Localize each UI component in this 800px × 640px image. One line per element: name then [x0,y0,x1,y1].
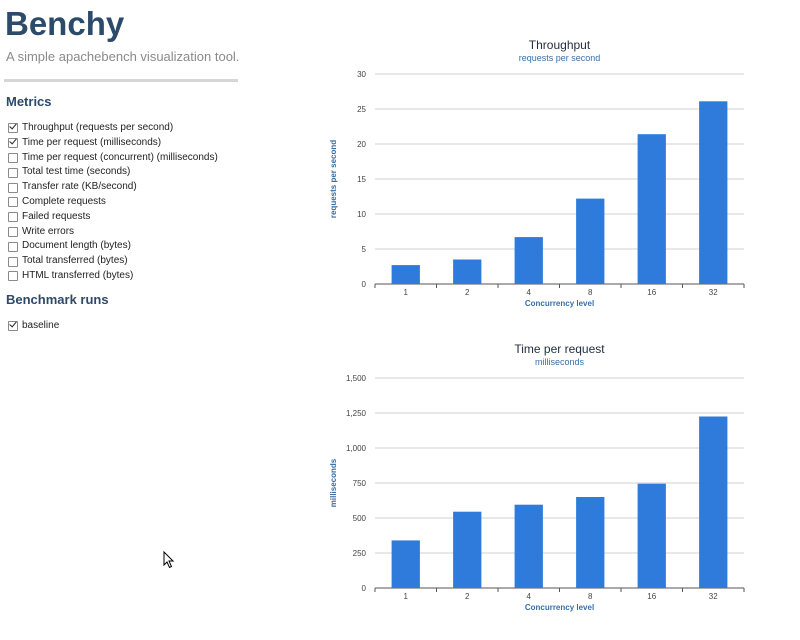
bar[interactable] [514,237,543,284]
checkbox[interactable] [8,256,18,267]
chart-subtitle: requests per second [519,53,601,63]
checkbox[interactable] [8,167,18,178]
y-tick-label: 5 [362,245,367,254]
bar[interactable] [637,483,666,588]
throughput-chart: Throughput requests per second 0 5 10 15 20 25 3… [320,36,770,326]
x-tick-label: 2 [465,288,470,297]
checkbox[interactable] [8,152,18,163]
bar[interactable] [699,416,728,589]
y-axis-label: requests per second [329,140,338,218]
bar[interactable] [453,511,482,588]
y-tick-label: 1,500 [346,374,367,383]
chart-subtitle: milliseconds [535,357,585,367]
y-tick-label: 500 [353,514,367,523]
x-tick-label: 32 [709,288,718,297]
y-tick-label: 1,000 [346,444,367,453]
metric-item[interactable]: Total test time (seconds) [8,165,218,180]
metric-item[interactable]: Failed requests [8,210,218,225]
metric-item-label: HTML transferred (bytes) [22,269,134,281]
app-tagline: A simple apachebench visualization tool. [6,49,240,64]
metric-item[interactable]: Complete requests [8,195,218,210]
checkbox[interactable] [8,212,18,223]
x-tick-label: 4 [527,592,532,601]
checkbox[interactable] [8,321,18,332]
metric-item-label: Time per request (milliseconds) [22,136,162,148]
checkbox[interactable] [8,226,18,237]
metric-item-label: Time per request (concurrent) (milliseco… [22,151,218,163]
y-tick-label: 0 [362,280,367,289]
run-item-label: baseline [22,320,60,331]
bar[interactable] [391,265,420,284]
metric-item-label: Total test time (seconds) [22,166,131,178]
y-tick-label: 15 [357,175,366,184]
x-tick-label: 2 [465,592,470,601]
divider [4,79,238,82]
metric-item[interactable]: Time per request (milliseconds) [8,136,218,151]
checkbox[interactable] [8,123,18,134]
benchmark-runs-heading: Benchmark runs [6,292,109,307]
x-tick-label: 1 [404,592,409,601]
chart-title: Time per request [514,342,605,356]
metric-item[interactable]: Throughput (requests per second) [8,121,218,136]
x-tick-label: 8 [588,288,593,297]
y-tick-label: 25 [357,105,366,114]
y-tick-label: 250 [353,549,367,558]
metric-item[interactable]: Time per request (concurrent) (milliseco… [8,151,218,166]
bar[interactable] [576,497,605,588]
bar[interactable] [453,259,482,285]
metrics-list: Throughput (requests per second) Time per… [8,121,218,284]
x-axis-label: Concurrency level [525,299,594,308]
metric-item[interactable]: Transfer rate (KB/second) [8,180,218,195]
y-tick-label: 30 [357,70,366,79]
checkbox[interactable] [8,182,18,193]
x-tick-label: 16 [647,288,656,297]
checkbox[interactable] [8,271,18,282]
chart-title: Throughput [529,38,591,52]
bar[interactable] [391,540,420,588]
metric-item[interactable]: Total transferred (bytes) [8,254,218,269]
checkbox[interactable] [8,138,18,149]
metric-item[interactable]: Document length (bytes) [8,239,218,254]
bar[interactable] [576,198,605,284]
bar[interactable] [514,504,543,588]
metric-item-label: Document length (bytes) [22,240,131,252]
y-tick-label: 20 [357,140,366,149]
y-tick-label: 1,250 [346,409,367,418]
time-per-request-chart-svg: Time per requestmilliseconds02505007501,… [329,342,745,612]
app-title: Benchy [5,5,125,42]
checkbox[interactable] [8,241,18,252]
metric-item-label: Throughput (requests per second) [22,122,174,133]
x-tick-label: 16 [647,592,656,601]
y-tick-label: 750 [353,479,367,488]
metric-item-label: Complete requests [22,195,106,207]
runs-list: baseline [8,319,59,334]
bar[interactable] [699,101,728,284]
x-axis-label: Concurrency level [525,603,594,612]
x-tick-label: 1 [404,288,409,297]
metric-item-label: Total transferred (bytes) [22,255,128,267]
y-tick-label: 10 [357,210,366,219]
y-tick-label: 0 [362,584,367,593]
bar[interactable] [637,134,666,284]
run-item[interactable]: baseline [8,319,59,334]
x-tick-label: 32 [709,592,718,601]
checkbox[interactable] [8,197,18,208]
metrics-heading: Metrics [6,94,52,109]
y-axis-label: milliseconds [329,458,338,507]
metric-item-label: Transfer rate (KB/second) [22,181,137,193]
x-tick-label: 8 [588,592,593,601]
mouse-pointer-icon [163,551,175,569]
time-per-request-chart: Time per request milliseconds 0 250 500 750 1,… [320,340,770,630]
metric-item[interactable]: Write errors [8,225,218,240]
x-tick-label: 4 [527,288,532,297]
metric-item-label: Write errors [22,225,75,237]
metric-item-label: Failed requests [22,210,91,222]
metric-item[interactable]: HTML transferred (bytes) [8,269,218,284]
